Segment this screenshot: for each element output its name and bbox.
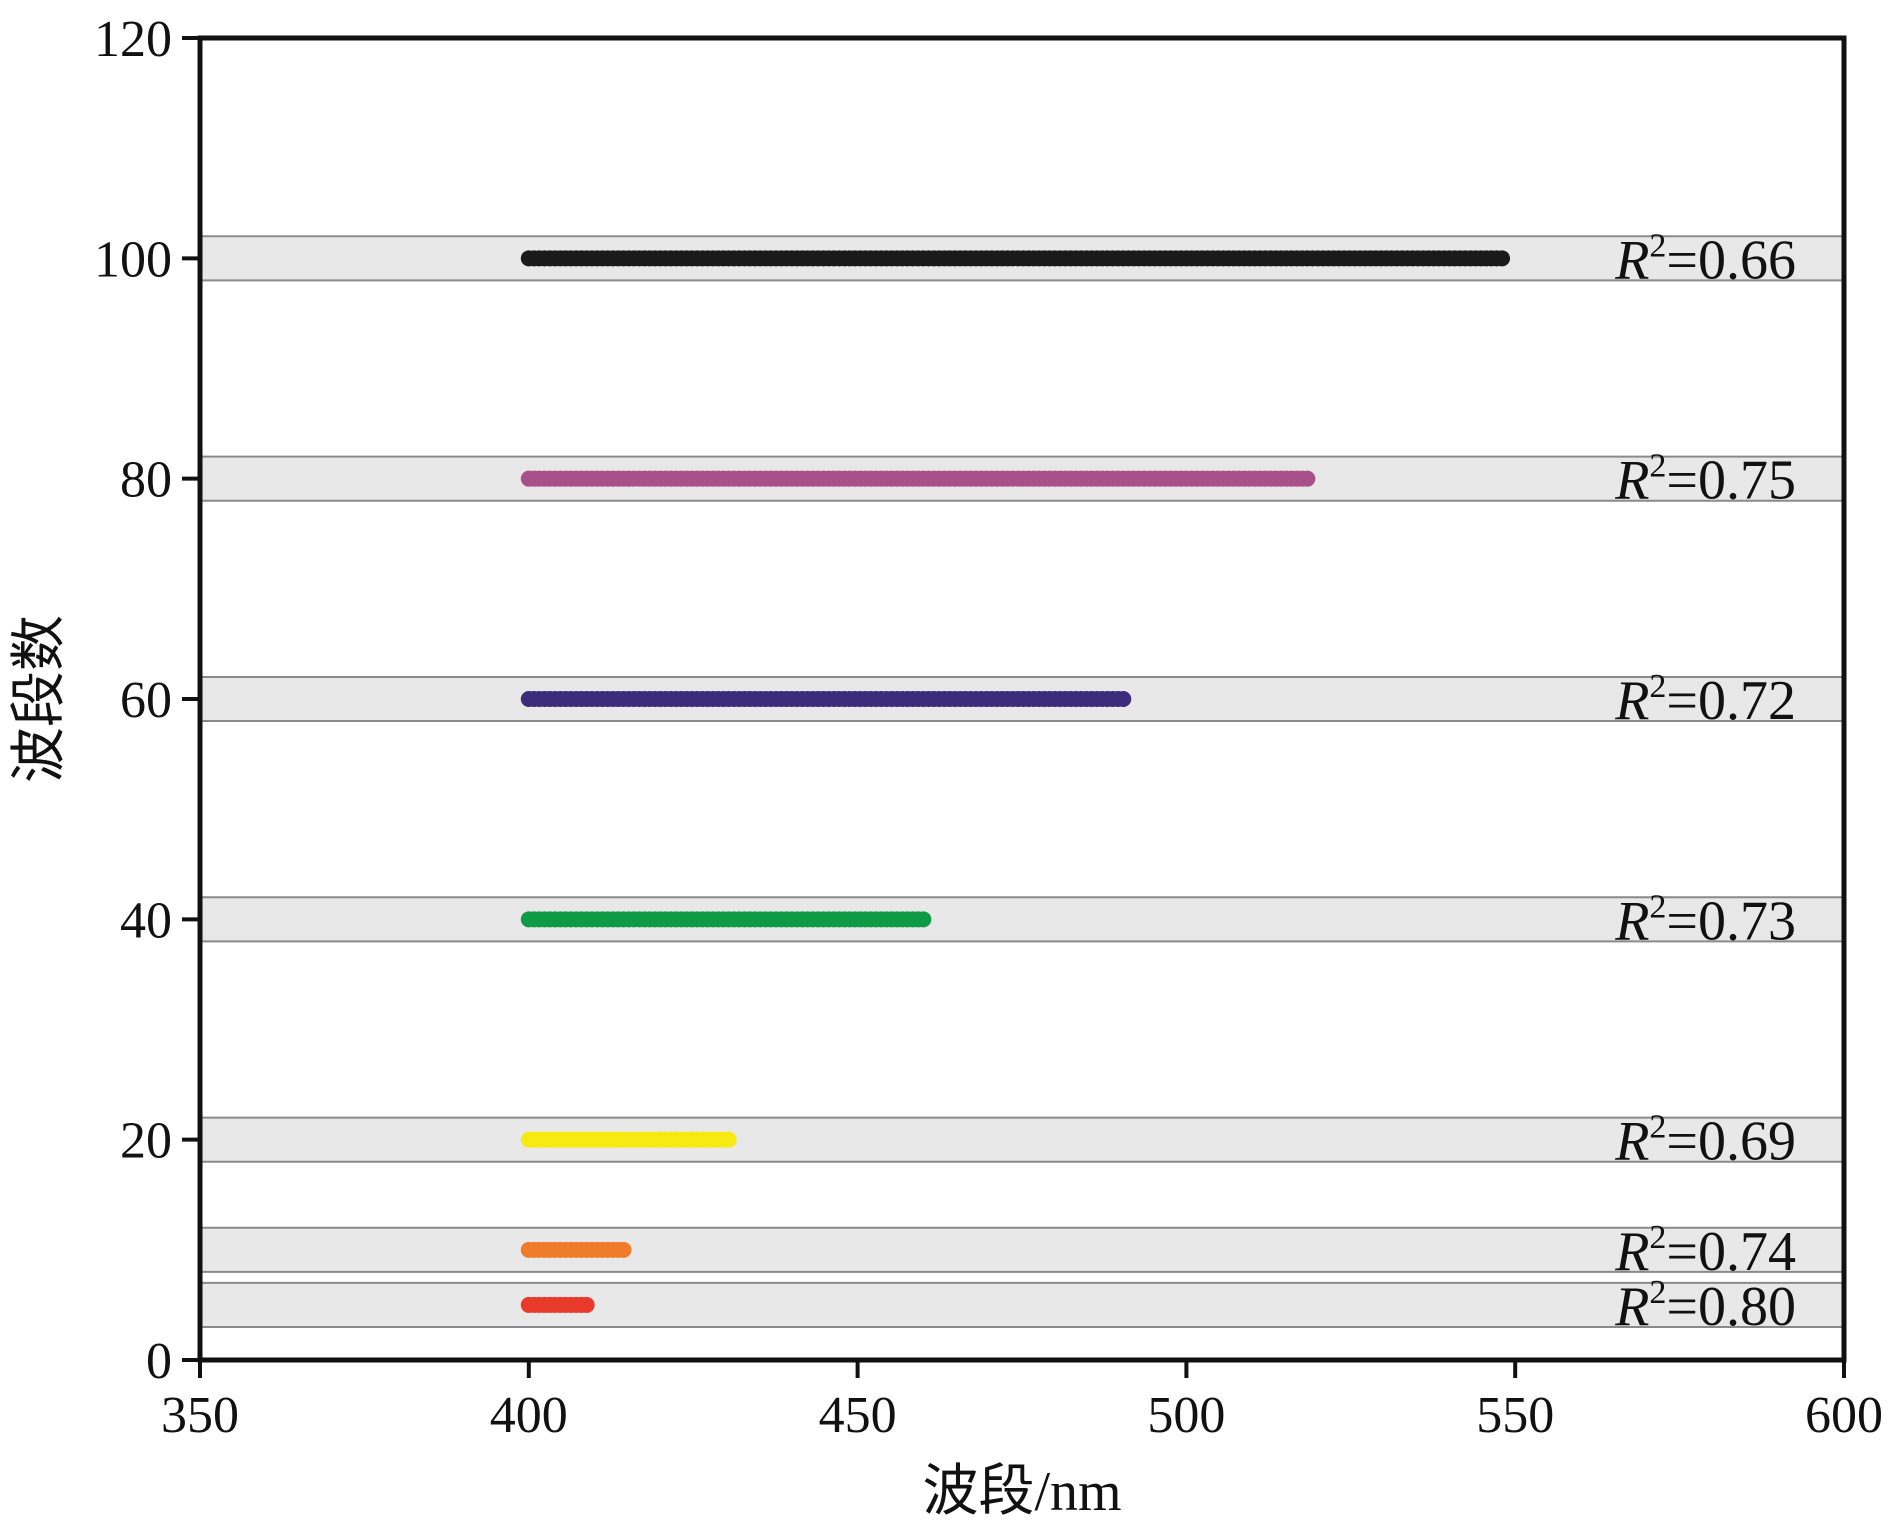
y-tick-label: 20 [120, 1113, 172, 1170]
r2-label-3: R2=0.73 [1614, 888, 1796, 952]
point-series-2 [1115, 691, 1132, 707]
band-shade-5 [200, 1227, 1844, 1272]
r2-label-5: R2=0.74 [1614, 1219, 1796, 1283]
x-tick-label: 450 [819, 1387, 897, 1444]
y-axis-title: 波段数 [9, 615, 71, 783]
band-shade-6 [200, 1282, 1844, 1327]
x-tick-label: 550 [1476, 1387, 1554, 1444]
y-tick-label: 40 [120, 892, 172, 949]
point-series-1 [1299, 470, 1316, 487]
point-series-6 [578, 1296, 595, 1313]
x-tick-label: 400 [490, 1387, 568, 1444]
x-tick-label: 350 [161, 1387, 239, 1444]
band-shade-3 [200, 897, 1844, 942]
r2-labels-group: R2=0.66 R2=0.75 R2=0.72 R2=0.73 R2=0.69 R2=0.… [1614, 227, 1796, 1338]
point-series-3 [915, 911, 932, 928]
x-axis-ticks: 350 400 450 500 550 600 [161, 1360, 1883, 1444]
band-shading-group [200, 235, 1844, 1328]
y-tick-label: 60 [120, 672, 172, 729]
r2-label-0: R2=0.66 [1614, 227, 1796, 291]
r2-label-6: R2=0.80 [1614, 1274, 1796, 1338]
y-tick-label: 80 [120, 452, 172, 509]
points-group [520, 250, 1511, 1313]
x-tick-label: 600 [1805, 1387, 1883, 1444]
band-shade-4 [200, 1117, 1844, 1162]
y-tick-label: 100 [94, 231, 172, 288]
point-series-0 [1494, 250, 1511, 267]
y-tick-label: 0 [146, 1333, 172, 1390]
r2-label-1: R2=0.75 [1614, 448, 1796, 512]
y-tick-label: 120 [94, 11, 172, 68]
x-tick-label: 500 [1147, 1387, 1225, 1444]
r2-label-2: R2=0.72 [1614, 668, 1796, 732]
x-axis-title: 波段/nm [922, 1461, 1121, 1523]
y-axis-ticks: 0 20 40 60 80 100 120 [94, 11, 200, 1390]
r2-label-4: R2=0.69 [1614, 1109, 1796, 1173]
point-series-4 [720, 1131, 737, 1148]
point-series-5 [615, 1241, 632, 1258]
